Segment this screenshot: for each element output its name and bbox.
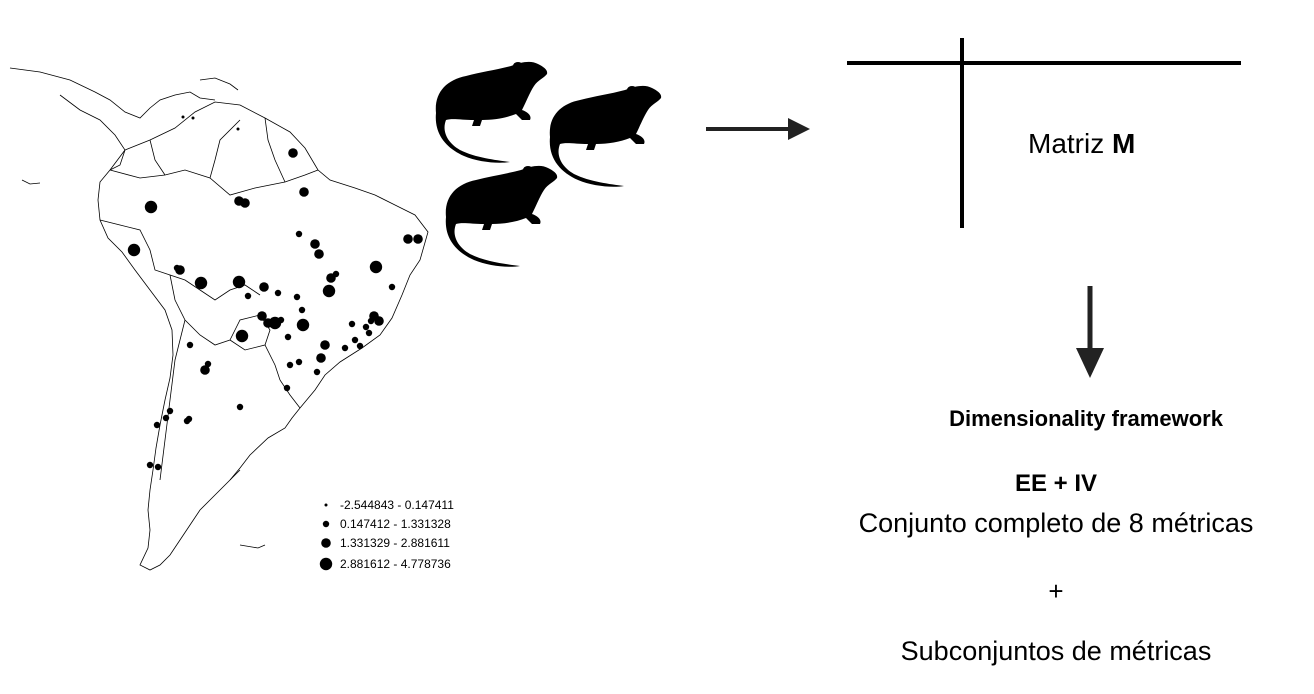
arrow-right-icon xyxy=(706,118,810,140)
legend-label-3: 1.331329 - 2.881611 xyxy=(340,536,450,550)
map-point xyxy=(277,316,285,324)
map-point xyxy=(173,264,181,272)
map-point xyxy=(153,421,161,429)
legend-label-1: -2.544843 - 0.147411 xyxy=(340,498,454,512)
map-point xyxy=(236,127,240,131)
rodent-group xyxy=(435,61,662,267)
matrix-diagram xyxy=(847,38,1241,228)
rodent-silhouette-icon-2 xyxy=(549,85,662,187)
map-point xyxy=(293,293,301,301)
matrix-label: Matriz M xyxy=(1028,128,1135,160)
map-point xyxy=(286,361,294,369)
map-point xyxy=(365,329,373,337)
map-point xyxy=(313,368,321,376)
map-point xyxy=(374,316,384,326)
map-points xyxy=(127,115,423,471)
plus-sign: + xyxy=(1048,576,1064,606)
map-point xyxy=(320,340,330,350)
map-point xyxy=(204,360,212,368)
map-point xyxy=(369,260,383,274)
map-point xyxy=(299,187,309,197)
map-point xyxy=(240,198,250,208)
map-point xyxy=(186,341,194,349)
map-point xyxy=(181,115,185,119)
map-point xyxy=(296,318,310,332)
map-point xyxy=(356,342,364,350)
map-point xyxy=(295,358,303,366)
ee-iv-label: EE + IV xyxy=(1014,470,1098,497)
map-point xyxy=(388,283,396,291)
map-point xyxy=(284,333,292,341)
map-point xyxy=(166,407,174,415)
south-america-map: -2.544843 - 0.147411 0.147412 - 1.331328… xyxy=(9,67,454,571)
map-point xyxy=(244,292,252,300)
map-point xyxy=(146,461,154,469)
map-point xyxy=(232,275,246,289)
subsets-label: Subconjuntos de métricas xyxy=(900,636,1212,666)
arrow-down-icon xyxy=(1076,286,1104,378)
legend-symbol-1 xyxy=(324,503,328,507)
map-point xyxy=(332,270,340,278)
map-point xyxy=(367,317,375,325)
map-point xyxy=(274,289,282,297)
map-point xyxy=(191,116,195,120)
map-legend: -2.544843 - 0.147411 0.147412 - 1.331328… xyxy=(319,498,454,571)
map-point xyxy=(316,353,326,363)
legend-symbol-3 xyxy=(321,538,331,548)
map-point xyxy=(185,415,193,423)
map-point xyxy=(194,276,208,290)
legend-symbol-2 xyxy=(322,520,330,528)
map-point xyxy=(257,311,267,321)
map-point xyxy=(322,284,336,298)
map-point xyxy=(362,323,370,331)
map-point xyxy=(259,282,269,292)
map-outline xyxy=(9,67,429,571)
map-point xyxy=(351,336,359,344)
map-point xyxy=(310,239,320,249)
map-point xyxy=(283,384,291,392)
map-point xyxy=(403,234,413,244)
map-point xyxy=(236,403,244,411)
map-point xyxy=(154,463,162,471)
matrix-label-bold: M xyxy=(1112,128,1136,159)
legend-label-2: 0.147412 - 1.331328 xyxy=(340,517,451,531)
map-point xyxy=(341,344,349,352)
map-point xyxy=(127,243,141,257)
rodent-silhouette-icon-3 xyxy=(445,165,558,267)
full-set-label: Conjunto completo de 8 métricas xyxy=(858,508,1254,538)
legend-symbol-4 xyxy=(319,557,333,571)
framework-title: Dimensionality framework xyxy=(949,406,1223,431)
map-point xyxy=(235,329,249,343)
matrix-label-prefix: Matriz xyxy=(1028,128,1112,159)
map-point xyxy=(200,365,210,375)
map-point xyxy=(314,249,324,259)
legend-label-4: 2.881612 - 4.778736 xyxy=(340,557,451,571)
map-point xyxy=(144,200,158,214)
map-point xyxy=(298,306,306,314)
rodent-silhouette-icon-1 xyxy=(435,61,548,163)
map-point xyxy=(348,320,356,328)
map-point xyxy=(288,148,298,158)
map-point xyxy=(413,234,423,244)
map-point xyxy=(162,414,170,422)
map-point xyxy=(295,230,303,238)
